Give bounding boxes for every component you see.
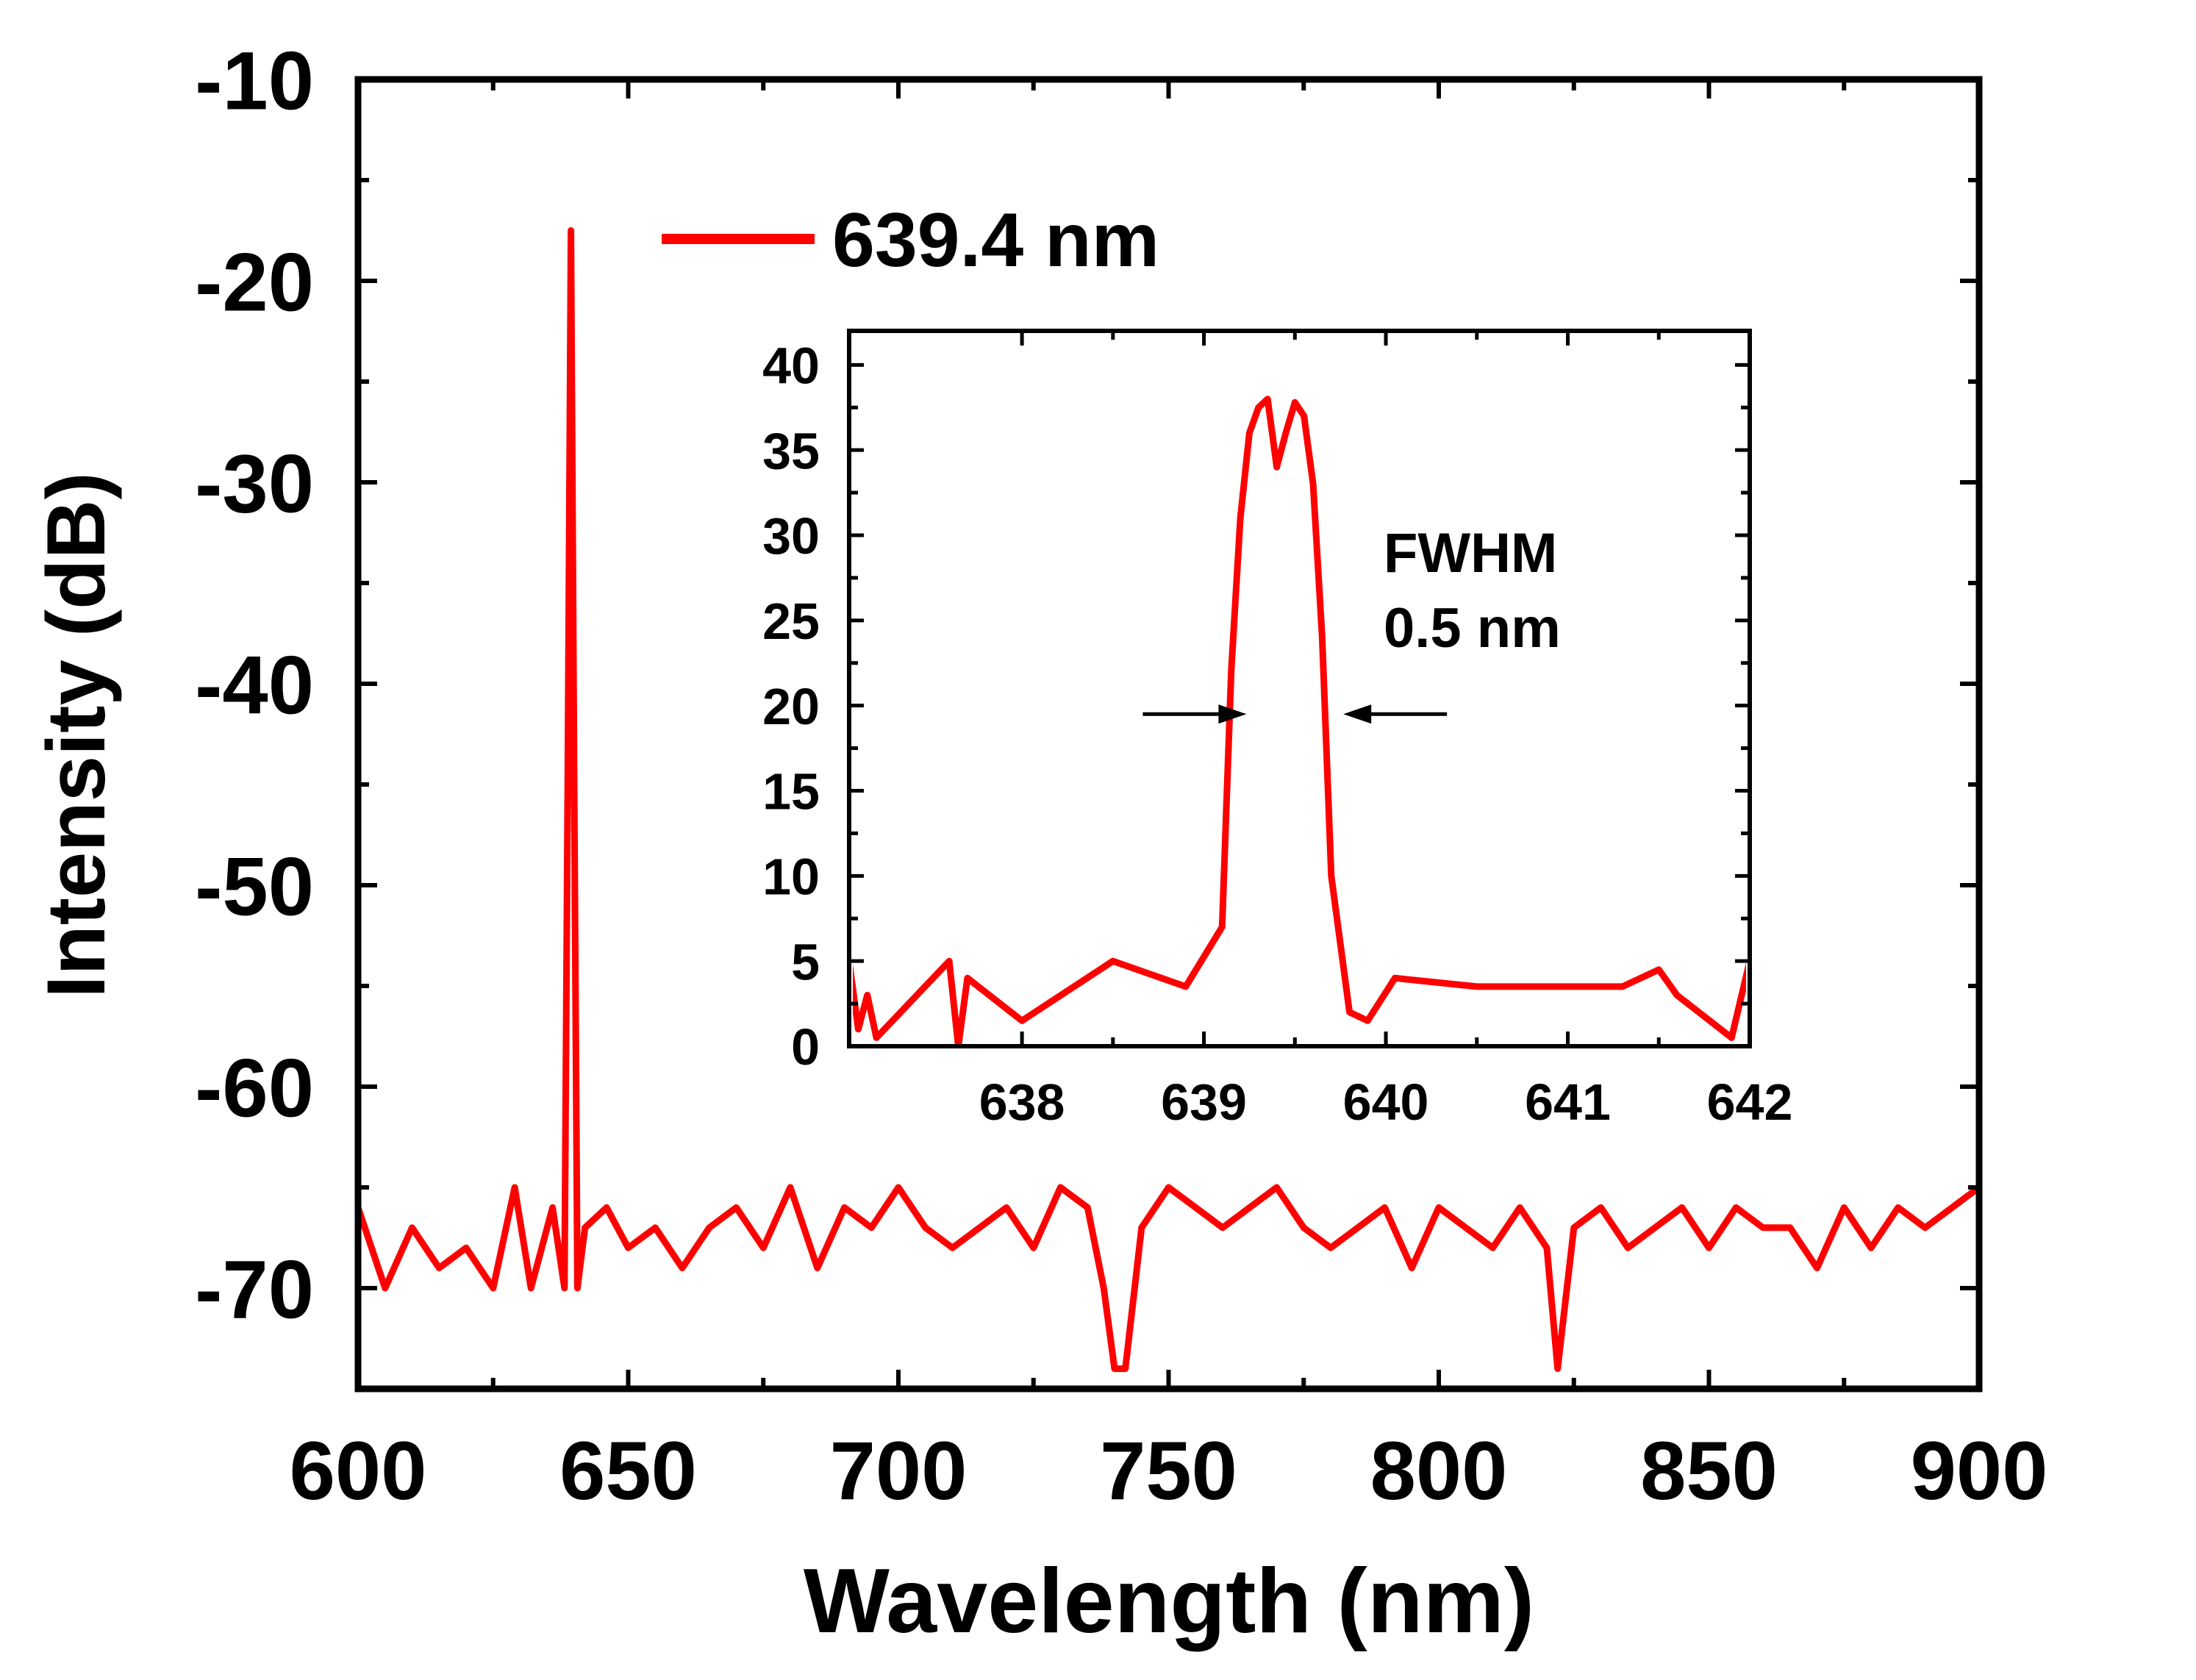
inset-series-line (853, 396, 1746, 1044)
y-tick-label: -10 (195, 35, 314, 126)
x-tick-label: 600 (290, 1425, 427, 1517)
main-tick-labels: 600 650 700 750 800 850 900 -70 -60 -50 -40 -30 -20 -… (195, 35, 2047, 1517)
x-tick-label: 642 (1707, 1073, 1793, 1131)
y-tick-label: 10 (762, 848, 820, 906)
x-tick-label: 641 (1525, 1073, 1611, 1131)
main-ticks (356, 77, 1981, 1391)
x-tick-label: 650 (559, 1425, 697, 1517)
main-x-axis-label: Wavelength (nm) (804, 1551, 1534, 1652)
main-legend: 639.4 nm (662, 198, 1159, 283)
fwhm-label: FWHM (1384, 522, 1557, 585)
main-chart: 600 650 700 750 800 850 900 -70 -60 -50 -40 -30 -20 -… (30, 35, 2047, 1652)
x-tick-label: 750 (1100, 1425, 1237, 1517)
x-tick-label: 640 (1343, 1073, 1429, 1131)
y-tick-label: 0 (791, 1018, 820, 1076)
y-tick-label: -30 (195, 437, 314, 529)
main-series-line (358, 227, 1979, 1373)
x-tick-label: 700 (830, 1425, 968, 1517)
inset-background (849, 331, 1750, 1046)
y-tick-label: -40 (195, 639, 314, 731)
x-tick-label: 638 (979, 1073, 1065, 1131)
y-tick-label: 5 (791, 933, 820, 990)
y-tick-label: 25 (762, 593, 820, 650)
fwhm-arrows (1142, 704, 1448, 724)
fwhm-value: 0.5 nm (1384, 597, 1561, 660)
y-tick-label: -20 (195, 236, 314, 328)
inset-tick-labels: 638 639 640 641 642 0 5 10 15 20 25 30 35 40 (762, 337, 1792, 1131)
x-tick-label: 900 (1911, 1425, 2048, 1517)
y-tick-label: 20 (762, 678, 820, 735)
fwhm-right-arrowhead (1343, 704, 1372, 724)
y-tick-label: -70 (195, 1243, 314, 1335)
y-tick-label: 35 (762, 422, 820, 479)
inset-ticks (849, 331, 1752, 1048)
fwhm-left-arrowhead (1218, 704, 1247, 724)
x-tick-label: 850 (1640, 1425, 1778, 1517)
inset-chart: 638 639 640 641 642 0 5 10 15 20 25 30 35 40 FWHM 0.5… (762, 329, 1792, 1131)
x-tick-label: 639 (1161, 1073, 1247, 1131)
x-tick-label: 800 (1370, 1425, 1508, 1517)
legend-entry: 639.4 nm (832, 198, 1159, 283)
y-tick-label: -60 (195, 1042, 314, 1134)
inset-plot-frame (847, 329, 1752, 1048)
y-tick-label: 15 (762, 763, 820, 821)
y-tick-label: 30 (762, 507, 820, 565)
y-tick-label: 40 (762, 337, 820, 395)
main-y-axis-label: Intensity (dB) (30, 472, 122, 998)
fwhm-annotation: FWHM 0.5 nm (1142, 522, 1561, 724)
y-tick-label: -50 (195, 840, 314, 932)
